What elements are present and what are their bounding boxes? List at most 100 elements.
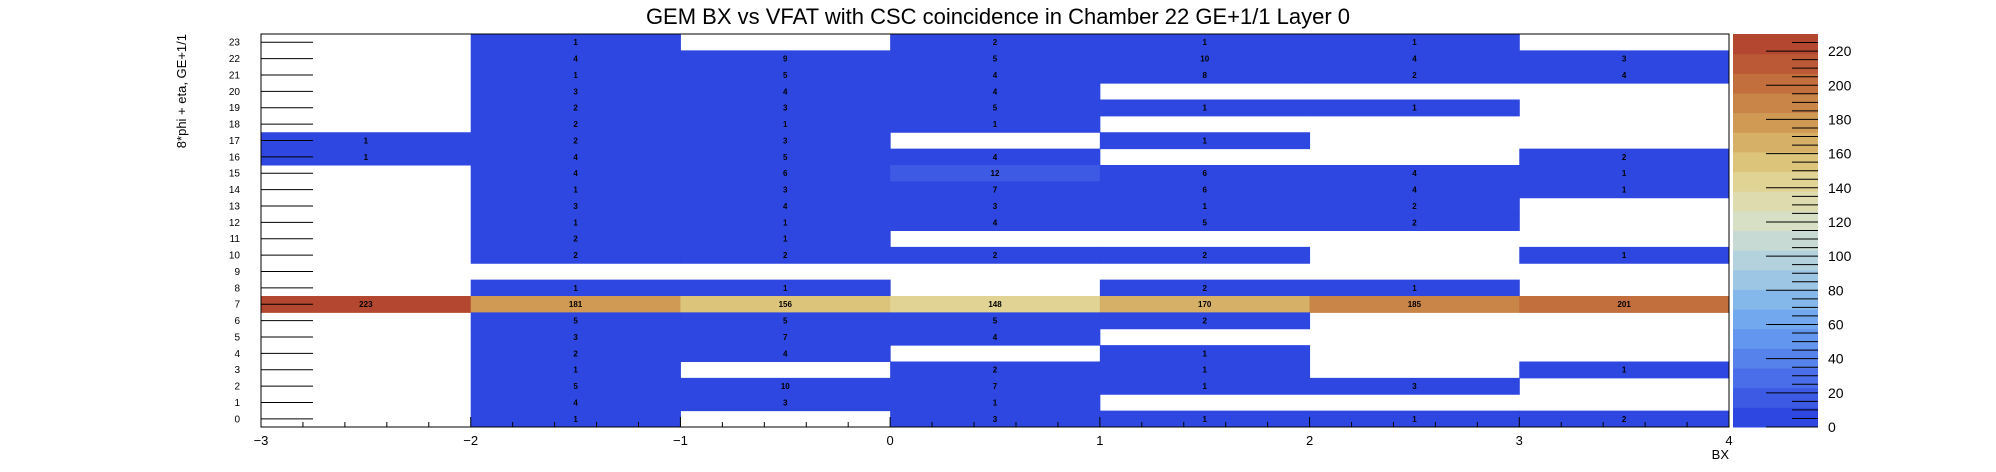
cell-value-label: 3 xyxy=(573,87,578,96)
heatmap-cell xyxy=(470,394,681,412)
cell-value-label: 1 xyxy=(1202,382,1207,391)
heatmap-cell xyxy=(1099,410,1311,428)
cell-value-label: 5 xyxy=(783,71,788,80)
heatmap-cell xyxy=(261,148,472,166)
cell-value-label: 4 xyxy=(1412,169,1417,178)
y-tick-label: 6 xyxy=(234,316,240,327)
y-tick-label: 9 xyxy=(234,267,240,278)
cell-value-label: 1 xyxy=(993,120,998,129)
cell-value-label: 3 xyxy=(1412,382,1417,391)
cell-value-label: 5 xyxy=(993,317,998,326)
heatmap-cell xyxy=(470,246,681,264)
heatmap-cell xyxy=(1309,50,1520,68)
cell-value-label: 3 xyxy=(1622,55,1627,64)
cell-value-label: 5 xyxy=(1202,218,1207,227)
cell-value-label: 1 xyxy=(1412,415,1417,424)
y-tick-label: 10 xyxy=(229,251,241,262)
heatmap-cell xyxy=(680,181,891,199)
heatmap-cell xyxy=(680,296,891,313)
cell-value-label: 5 xyxy=(783,317,788,326)
heatmap-cell xyxy=(1519,50,1730,68)
cell-value-label: 1 xyxy=(1202,415,1207,424)
cell-value-label: 4 xyxy=(1622,71,1627,80)
x-tick-label: −3 xyxy=(254,433,269,448)
cell-value-label: 1 xyxy=(783,218,788,227)
color-scale-segment xyxy=(1733,210,1818,231)
cell-value-label: 2 xyxy=(783,251,788,260)
heatmap-cell xyxy=(470,66,681,84)
cell-value-label: 5 xyxy=(573,317,578,326)
x-tick-label: 2 xyxy=(1306,433,1313,448)
heatmap-cell xyxy=(1519,296,1730,313)
heatmap-cell xyxy=(1099,34,1311,51)
heatmap-cell xyxy=(1309,214,1520,231)
color-scale-segment xyxy=(1733,73,1818,94)
cell-value-label: 1 xyxy=(573,415,578,424)
x-tick-label: 1 xyxy=(1096,433,1103,448)
color-scale-segment xyxy=(1733,368,1818,389)
heatmap-cell xyxy=(890,246,1101,264)
heatmap-cell xyxy=(1519,410,1730,428)
cell-value-label: 181 xyxy=(569,300,583,309)
heatmap-cell xyxy=(1099,214,1311,231)
cell-value-label: 4 xyxy=(1412,55,1417,64)
color-scale-tick-label: 120 xyxy=(1828,214,1852,230)
cell-value-label: 3 xyxy=(573,333,578,342)
heatmap-cell xyxy=(680,148,891,166)
y-tick-label: 20 xyxy=(229,87,241,98)
plot-frame xyxy=(260,33,1730,428)
cell-value-label: 1 xyxy=(573,38,578,47)
cell-value-label: 6 xyxy=(783,169,788,178)
heatmap-cell xyxy=(470,181,681,199)
heatmap-cell xyxy=(470,377,681,395)
heatmap-cell xyxy=(470,279,681,297)
color-scale-segment xyxy=(1733,289,1818,310)
heatmap-cell xyxy=(890,181,1101,199)
cell-value-label: 4 xyxy=(783,87,788,96)
cell-value-label: 1 xyxy=(1622,169,1627,178)
cell-value-label: 1 xyxy=(1622,186,1627,195)
cell-value-label: 2 xyxy=(573,104,578,113)
color-scale-tick-label: 180 xyxy=(1828,111,1852,127)
heatmap-cell xyxy=(1519,148,1730,166)
cell-value-label: 1 xyxy=(1202,104,1207,113)
heatmap-cell xyxy=(1309,410,1520,428)
y-tick-label: 14 xyxy=(229,185,241,196)
cell-value-label: 4 xyxy=(573,55,578,64)
heatmap-cell xyxy=(470,296,681,313)
heatmap-cell xyxy=(890,83,1101,100)
cell-value-label: 185 xyxy=(1408,300,1422,309)
cell-value-label: 2 xyxy=(573,136,578,145)
y-tick-label: 2 xyxy=(234,382,240,393)
heatmap-cell xyxy=(890,99,1101,117)
y-tick-label: 8 xyxy=(234,283,240,294)
cell-value-label: 1 xyxy=(573,186,578,195)
cell-value-label: 2 xyxy=(993,366,998,375)
heatmap-cell xyxy=(470,148,681,166)
cell-value-label: 10 xyxy=(1200,55,1209,64)
heatmap-cell xyxy=(261,132,472,150)
cell-value-label: 1 xyxy=(1202,366,1207,375)
cell-value-label: 4 xyxy=(993,333,998,342)
cell-value-label: 2 xyxy=(1412,71,1417,80)
heatmap-cells xyxy=(261,34,1730,428)
heatmap-cell xyxy=(680,132,891,150)
heatmap-cell xyxy=(680,279,891,297)
cell-value-label: 2 xyxy=(1622,153,1627,162)
heatmap-cell xyxy=(470,34,681,51)
y-tick-label: 0 xyxy=(234,414,240,425)
heatmap-cell-labels: 1 2 1 14 9 5 10 4 31 5 4 8 2 43 4 42 3 5 1 12 1 11 2 3 11 4 5 4 24 6 1… xyxy=(359,38,1631,424)
heatmap-cell xyxy=(890,34,1101,51)
heatmap-cell xyxy=(1099,377,1311,395)
heatmap-cell xyxy=(1099,50,1311,68)
cell-value-label: 1 xyxy=(364,136,369,145)
heatmap-cell xyxy=(1519,165,1730,182)
cell-value-label: 1 xyxy=(573,366,578,375)
cell-value-label: 2 xyxy=(993,38,998,47)
heatmap-cell xyxy=(470,230,681,248)
heatmap-cell xyxy=(1099,132,1311,150)
cell-value-label: 223 xyxy=(359,300,373,309)
y-tick-label: 7 xyxy=(234,300,240,311)
cell-value-label: 1 xyxy=(993,398,998,407)
